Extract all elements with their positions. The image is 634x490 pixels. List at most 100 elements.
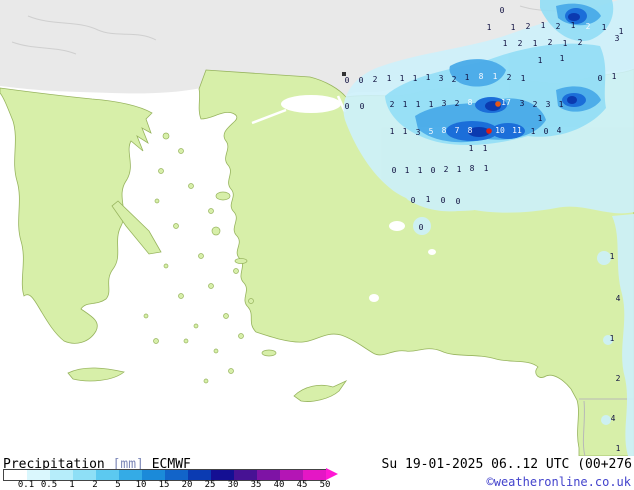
island-euboea [111,200,162,255]
legend-tick-label: 1 [69,480,75,490]
precip-legend: 0.1 0.5 1 2 5 10 15 20 25 30 35 40 45 50 [3,468,338,490]
precip-value: 1 [487,23,492,32]
precip-value: 2 [373,75,378,84]
legend-segment [234,469,257,481]
precip-value: 1 [563,39,568,48]
precip-value: 2 [452,75,457,84]
precip-value: 3 [546,100,551,109]
precip-value: 0 [598,74,603,83]
precip-value: 3 [416,128,421,137]
precip-value: 0 [441,196,446,205]
legend-tick-label: 0.1 [17,480,35,490]
precip-value: 0 [456,197,461,206]
legend-tick-label: 0.5 [40,480,58,490]
precip-value: 2 [390,100,395,109]
precip-value: 1 [387,74,392,83]
map-datetime: Su 19-01-2025 06..12 UTC (00+276 [381,457,632,472]
precip-value: 1 [405,166,410,175]
precip-value: 1 [400,74,405,83]
legend-tick-label: 15 [158,480,170,490]
precip-value: 2 [455,99,460,108]
precip-value: 0 [431,166,436,175]
island-cyprus [293,380,348,402]
legend-tick-label: 30 [227,480,239,490]
footer-title-line: Precipitation [mm] ECMWF [3,457,191,472]
precip-layer-navy [468,13,580,137]
precip-value: 10 [495,126,505,135]
precip-value: 8 [470,164,475,173]
map-title: Precipitation [3,457,105,472]
precip-value: 1 [426,73,431,82]
legend-tick-label: 2 [92,480,98,490]
precip-value: 1 [538,56,543,65]
precip-value: 3 [439,74,444,83]
legend-segment [142,469,165,481]
precip-value: 1 [541,21,546,30]
precip-value: 8 [468,98,473,107]
precip-value: 0 [411,196,416,205]
greek-islands [143,132,277,384]
precip-value: 1 [483,144,488,153]
precip-value: 1 [511,23,516,32]
legend-segment [211,469,234,481]
legend-tick-label: 35 [250,480,262,490]
precip-value: 1 [465,73,470,82]
precip-value: 1 [559,100,564,109]
legend-segment [188,469,211,481]
precip-value: 2 [518,39,523,48]
precip-value: 1 [493,72,498,81]
precip-value: 3 [520,99,525,108]
map-footer: Precipitation [mm] ECMWF Su 19-01-2025 0… [0,456,634,490]
legend-segment [96,469,119,481]
precip-value: 0 [500,6,505,15]
precip-value: 0 [544,127,549,136]
precip-value: 1 [403,127,408,136]
precip-value: 2 [548,38,553,47]
precip-value: 0 [345,76,350,85]
precip-value-labels: 01 1 2 1 2 1 2 1 11 2 1 2 1 2 31 10 0 2 1 1 1 1 3 2 1 8 1 2 1 0 10 0 2 1 1… [345,6,624,453]
marker-orange-dot [495,101,501,107]
precip-value: 8 [442,126,447,135]
legend-segment [165,469,188,481]
legend-tick-label: 10 [135,480,147,490]
precip-value: 1 [571,21,576,30]
precip-value: 0 [419,223,424,232]
precip-value: 3 [442,99,447,108]
precip-value: 2 [578,38,583,47]
precip-value: 1 [416,100,421,109]
precip-value: 1 [484,164,489,173]
legend-tick-label: 40 [273,480,285,490]
copyright: ©weatheronline.co.uk [486,475,632,489]
border-lines-southeast [579,398,634,456]
legend-segment [73,469,96,481]
precip-value: 7 [455,126,460,135]
precip-value: 1 [457,165,462,174]
precip-value: 0 [392,166,397,175]
legend-tick-label: 25 [204,480,216,490]
precip-value: 3 [615,34,620,43]
island-crete [67,367,125,382]
precip-value: 0 [359,76,364,85]
precip-value: 2 [533,100,538,109]
precip-value: 2 [507,73,512,82]
precip-value: 4 [611,414,616,423]
high-precip-markers [486,101,501,134]
precip-value: 4 [557,126,562,135]
precip-value: 1 [503,39,508,48]
precip-value: 4 [616,294,621,303]
legend-segment [50,469,73,481]
legend-tick-label: 5 [115,480,121,490]
precip-value: 1 [610,334,615,343]
precip-value: 8 [479,72,484,81]
precip-value: 0 [345,102,350,111]
precip-value: 0 [360,102,365,111]
marker-red-dot [486,128,492,134]
precip-value: 2 [556,22,561,31]
legend-segment [303,469,326,481]
legend-tick-label: 45 [296,480,308,490]
precip-value: 1 [610,252,615,261]
lakes [369,221,436,302]
precip-value: 5 [429,127,434,136]
